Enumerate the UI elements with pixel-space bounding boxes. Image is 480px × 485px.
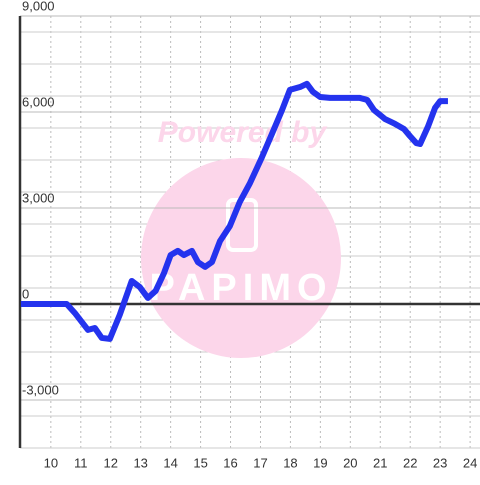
x-tick-label: 20 <box>343 455 357 470</box>
x-tick-label: 24 <box>463 455 477 470</box>
x-tick-label: 22 <box>403 455 417 470</box>
x-tick-label: 17 <box>253 455 267 470</box>
y-tick-label: 3,000 <box>22 190 55 205</box>
y-tick-label: -3,000 <box>22 382 59 397</box>
x-tick-label: 14 <box>163 455 177 470</box>
x-tick-label: 11 <box>74 455 88 470</box>
x-tick-label: 18 <box>283 455 297 470</box>
x-tick-label: 16 <box>223 455 237 470</box>
x-tick-label: 10 <box>44 455 58 470</box>
y-tick-label: 6,000 <box>22 94 55 109</box>
x-tick-label: 12 <box>104 455 118 470</box>
x-tick-label: 19 <box>313 455 327 470</box>
x-tick-label: 15 <box>193 455 207 470</box>
y-tick-label: 0 <box>22 286 29 301</box>
line <box>20 80 448 342</box>
watermark-logo: PAPIMO <box>149 267 332 309</box>
y-tick-label: 9,000 <box>22 0 55 13</box>
watermark-text: Powered by <box>158 116 328 149</box>
x-tick-label: 23 <box>433 455 447 470</box>
x-tick-label: 13 <box>133 455 147 470</box>
x-tick-label: 21 <box>373 455 387 470</box>
